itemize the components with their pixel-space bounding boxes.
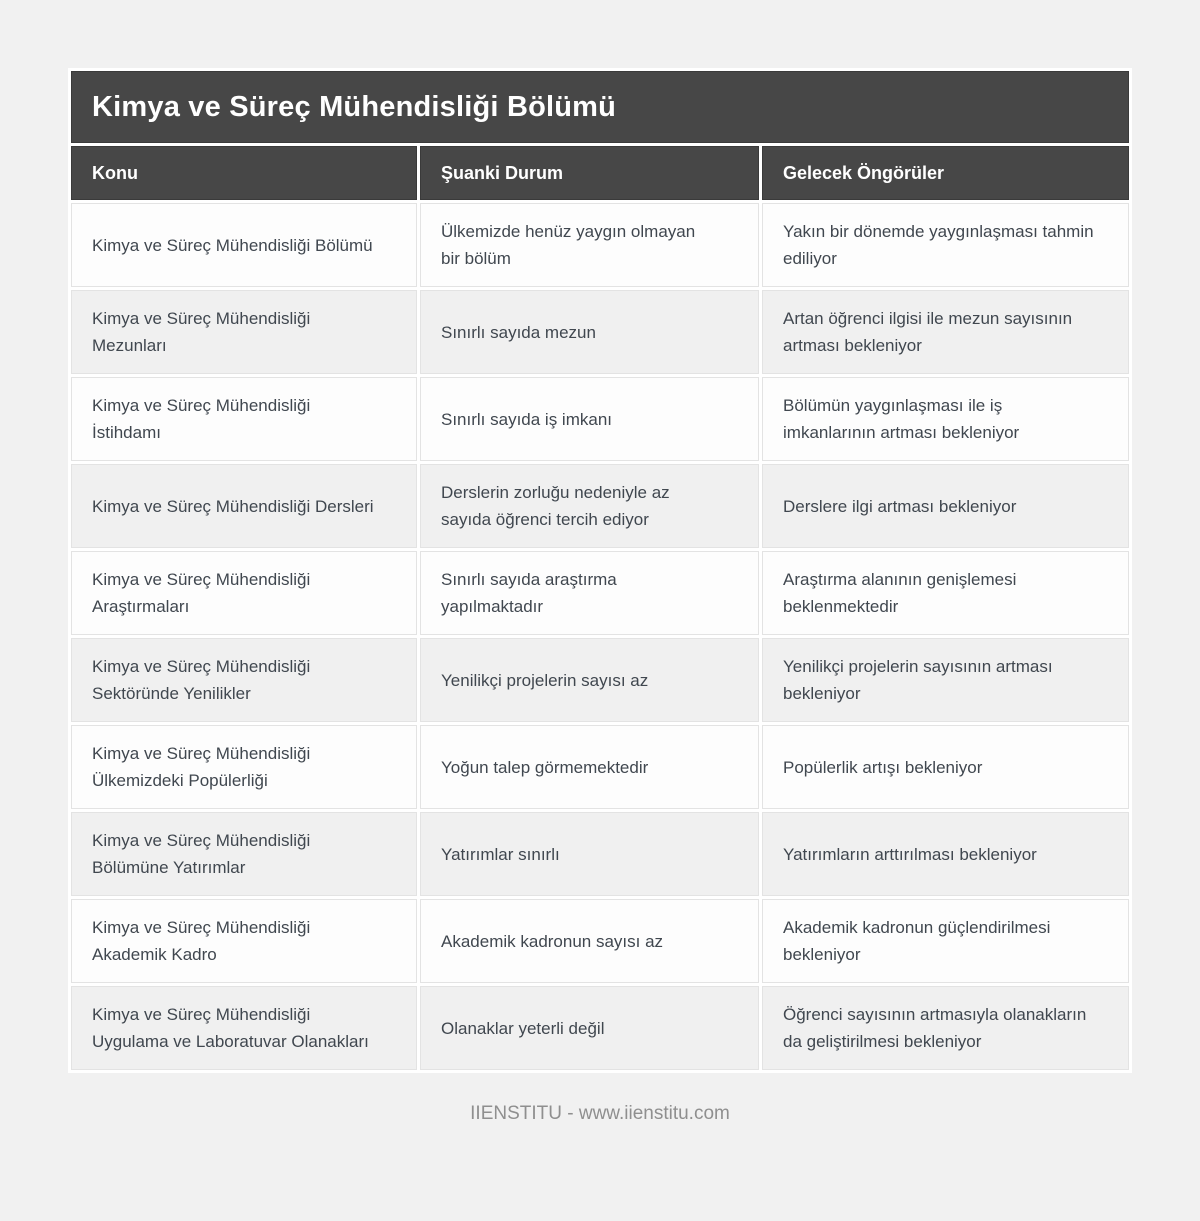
- table-row: Kimya ve Süreç Mühendisliği Uygulama ve …: [71, 986, 1130, 1070]
- table-cell: Kimya ve Süreç Mühendisliği Araştırmalar…: [71, 551, 417, 635]
- table-cell: Popülerlik artışı bekleniyor: [762, 725, 1130, 809]
- table-cell: Bölümün yaygınlaşması ile iş imkanlarını…: [762, 377, 1130, 461]
- department-table: Kimya ve Süreç Mühendisliği Bölümü Konu …: [68, 68, 1133, 1073]
- table-cell: Kimya ve Süreç Mühendisliği Uygulama ve …: [71, 986, 417, 1070]
- footer-credit: IIENSTITU - www.iienstitu.com: [470, 1103, 730, 1124]
- table-body: Kimya ve Süreç Mühendisliği Bölümü Ülkemi…: [71, 203, 1130, 1070]
- table-cell: Akademik kadronun güçlendirilmesi beklen…: [762, 899, 1130, 983]
- table-cell: Yatırımlar sınırlı: [420, 812, 759, 896]
- column-header-current-status: Şuanki Durum: [420, 146, 759, 200]
- column-header-future-predictions: Gelecek Öngörüler: [762, 146, 1130, 200]
- table-cell: Akademik kadronun sayısı az: [420, 899, 759, 983]
- table-cell: Yenilikçi projelerin sayısı az: [420, 638, 759, 722]
- table-cell: Yakın bir dönemde yaygınlaşması tahmin e…: [762, 203, 1130, 287]
- table-cell: Ülkemizde henüz yaygın olmayan bir bölüm: [420, 203, 759, 287]
- table-row: Kimya ve Süreç Mühendisliği İstihdamı Sın…: [71, 377, 1130, 461]
- table-row: Kimya ve Süreç Mühendisliği Bölümü Ülkemi…: [71, 203, 1130, 287]
- table-cell: Sınırlı sayıda mezun: [420, 290, 759, 374]
- table-cell: Kimya ve Süreç Mühendisliği Akademik Kad…: [71, 899, 417, 983]
- title-row: Kimya ve Süreç Mühendisliği Bölümü: [71, 71, 1130, 143]
- table-cell: Olanaklar yeterli değil: [420, 986, 759, 1070]
- table-cell: Derslere ilgi artması bekleniyor: [762, 464, 1130, 548]
- table-cell: Kimya ve Süreç Mühendisliği Bölümüne Yat…: [71, 812, 417, 896]
- table-cell: Sınırlı sayıda araştırma yapılmaktadır: [420, 551, 759, 635]
- table-cell: Kimya ve Süreç Mühendisliği Bölümü: [71, 203, 417, 287]
- table-cell: Yoğun talep görmemektedir: [420, 725, 759, 809]
- table-cell: Kimya ve Süreç Mühendisliği İstihdamı: [71, 377, 417, 461]
- table-row: Kimya ve Süreç Mühendisliği Araştırmalar…: [71, 551, 1130, 635]
- table-cell: Yatırımların arttırılması bekleniyor: [762, 812, 1130, 896]
- table-cell: Yenilikçi projelerin sayısının artması b…: [762, 638, 1130, 722]
- table-row: Kimya ve Süreç Mühendisliği Mezunları Sın…: [71, 290, 1130, 374]
- table-cell: Araştırma alanının genişlemesi beklenmek…: [762, 551, 1130, 635]
- table-cell: Kimya ve Süreç Mühendisliği Mezunları: [71, 290, 417, 374]
- table-row: Kimya ve Süreç Mühendisliği Ülkemizdeki …: [71, 725, 1130, 809]
- page-title: Kimya ve Süreç Mühendisliği Bölümü: [71, 71, 1130, 143]
- column-header-topic: Konu: [71, 146, 417, 200]
- table-cell: Kimya ve Süreç Mühendisliği Dersleri: [71, 464, 417, 548]
- table-cell: Öğrenci sayısının artmasıyla olanakların…: [762, 986, 1130, 1070]
- table-row: Kimya ve Süreç Mühendisliği Akademik Kad…: [71, 899, 1130, 983]
- table-cell: Artan öğrenci ilgisi ile mezun sayısının…: [762, 290, 1130, 374]
- column-header-row: Konu Şuanki Durum Gelecek Öngörüler: [71, 146, 1130, 200]
- table-cell: Derslerin zorluğu nedeniyle az sayıda öğ…: [420, 464, 759, 548]
- content-wrapper: Kimya ve Süreç Mühendisliği Bölümü Konu …: [68, 68, 1133, 1125]
- table-cell: Sınırlı sayıda iş imkanı: [420, 377, 759, 461]
- table-row: Kimya ve Süreç Mühendisliği Bölümüne Yat…: [71, 812, 1130, 896]
- table-cell: Kimya ve Süreç Mühendisliği Ülkemizdeki …: [71, 725, 417, 809]
- table-cell: Kimya ve Süreç Mühendisliği Sektöründe Y…: [71, 638, 417, 722]
- table-row: Kimya ve Süreç Mühendisliği Sektöründe Y…: [71, 638, 1130, 722]
- table-row: Kimya ve Süreç Mühendisliği Dersleri Ders…: [71, 464, 1130, 548]
